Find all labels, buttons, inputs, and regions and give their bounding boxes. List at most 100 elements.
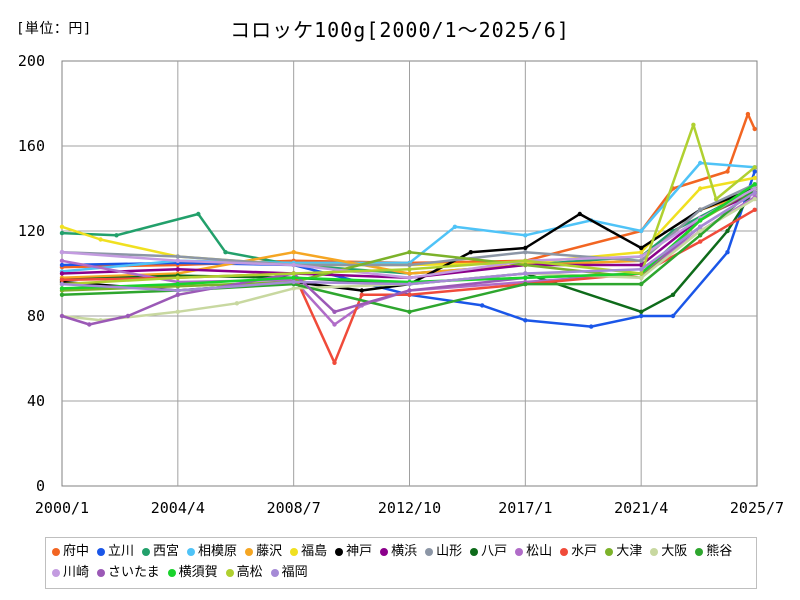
data-point <box>468 250 473 255</box>
data-point <box>175 254 180 259</box>
data-point <box>752 190 757 195</box>
legend-label: 福島 <box>301 544 328 559</box>
data-point <box>291 250 296 255</box>
legend-label: 西宮 <box>153 544 180 559</box>
data-point <box>639 267 644 272</box>
legend-item: 八戸 <box>470 543 507 561</box>
data-point <box>523 318 528 323</box>
data-point <box>577 211 582 217</box>
data-point <box>752 169 757 174</box>
data-point <box>639 228 644 234</box>
data-point <box>698 228 703 234</box>
data-point <box>407 275 412 280</box>
data-point <box>639 254 644 259</box>
series-line <box>61 191 756 292</box>
legend-item: 立川 <box>97 543 134 561</box>
legend-item: 大津 <box>605 543 642 561</box>
legend-label: 立川 <box>108 544 135 559</box>
legend-label: 水戸 <box>571 544 598 559</box>
data-point <box>407 262 412 268</box>
series-lines <box>59 111 757 365</box>
data-point <box>639 262 644 268</box>
data-point <box>698 218 703 223</box>
legend-item: 横須賀 <box>167 564 218 582</box>
x-tick-label: 2004/4 <box>151 499 205 517</box>
data-point <box>523 271 528 276</box>
legend-marker <box>695 548 704 556</box>
data-point <box>59 262 65 268</box>
data-point <box>698 186 703 191</box>
legend-label: 横浜 <box>391 544 418 559</box>
x-tick-label: 2012/10 <box>378 499 441 517</box>
data-point <box>291 286 296 291</box>
data-point <box>752 165 757 170</box>
data-point <box>59 277 65 283</box>
data-point <box>59 224 65 229</box>
legend-marker <box>167 569 176 577</box>
legend-label: 山形 <box>436 544 463 559</box>
data-point <box>59 281 65 287</box>
legend-marker <box>270 569 279 577</box>
legend-item: 大阪 <box>650 543 687 561</box>
legend-marker <box>470 548 479 556</box>
data-point <box>670 313 676 319</box>
legend-marker <box>380 548 389 556</box>
y-tick-label: 0 <box>36 477 45 495</box>
data-point <box>639 313 644 319</box>
legend-label: 松山 <box>526 544 553 559</box>
legend-row: 川崎 さいたま 横須賀 高松 福岡 <box>52 564 316 582</box>
legend-label: 横須賀 <box>178 565 218 580</box>
legend-marker <box>335 548 344 556</box>
data-point <box>752 186 757 191</box>
data-point <box>234 301 240 306</box>
legend-item: 川崎 <box>52 564 89 582</box>
data-point <box>87 322 92 327</box>
data-point <box>752 175 757 181</box>
data-point <box>523 245 528 251</box>
legend-label: さいたま <box>108 565 160 580</box>
data-point <box>452 224 458 229</box>
x-tick-label: 2017/1 <box>498 499 552 517</box>
legend-label: 神戸 <box>346 544 373 559</box>
data-point <box>332 309 337 314</box>
data-point <box>639 275 644 280</box>
data-point <box>59 271 65 276</box>
series-高松 <box>59 122 757 287</box>
data-point <box>407 267 412 272</box>
data-point <box>407 288 412 293</box>
data-point <box>291 279 296 285</box>
unit-label: [単位：円] <box>16 21 92 37</box>
data-point <box>59 292 65 297</box>
data-point <box>523 258 528 263</box>
legend-item: 熊谷 <box>695 543 732 561</box>
legend-label: 熊谷 <box>706 544 733 559</box>
data-point <box>407 292 412 297</box>
legend-marker <box>605 548 614 556</box>
legend-marker <box>650 548 659 556</box>
data-point <box>407 271 412 276</box>
data-point <box>223 250 228 255</box>
legend-marker <box>515 548 524 556</box>
legend-row: 府中 立川 西宮 相模原 藤沢 福島 神戸 横浜 山形 八戸 松山 水戸 大津 大阪 熊谷 <box>52 543 740 561</box>
legend-marker <box>425 548 434 556</box>
data-point <box>698 233 703 238</box>
legend-label: 相模原 <box>198 544 238 559</box>
data-point <box>698 160 703 166</box>
x-tick-label: 2000/1 <box>35 499 89 517</box>
data-point <box>175 275 180 280</box>
data-point <box>752 126 757 132</box>
legend-label: 高松 <box>236 565 263 580</box>
legend-label: 福岡 <box>281 565 308 580</box>
legend-marker <box>245 548 254 556</box>
data-point <box>114 233 119 238</box>
legend-item: 藤沢 <box>245 543 282 561</box>
chart-title: コロッケ100g[2000/1〜2025/6] <box>230 18 570 42</box>
legend-item: 山形 <box>425 543 462 561</box>
legend-item: 西宮 <box>142 543 179 561</box>
legend-marker <box>225 569 234 577</box>
y-tick-label: 40 <box>27 392 45 410</box>
legend-marker <box>142 548 151 556</box>
legend-item: 福岡 <box>270 564 308 582</box>
data-point <box>523 281 528 287</box>
